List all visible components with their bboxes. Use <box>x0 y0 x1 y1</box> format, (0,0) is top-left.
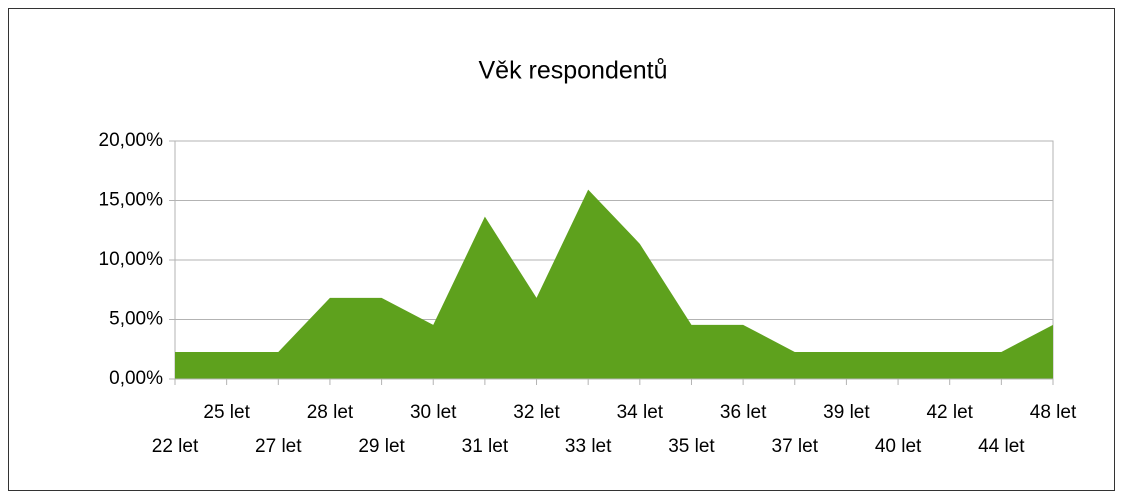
x-tick-label: 33 let <box>565 436 612 457</box>
x-tick-label: 36 let <box>720 402 767 423</box>
x-tick-label: 30 let <box>410 402 457 423</box>
chart-title: Věk respondentů <box>478 57 667 85</box>
x-tick-label: 40 let <box>875 436 922 457</box>
x-tick-label: 48 let <box>1030 402 1077 423</box>
y-tick-label: 15,00% <box>99 190 164 211</box>
y-tick-label: 10,00% <box>99 249 164 270</box>
x-tick-label: 22 let <box>152 436 199 457</box>
x-tick-label: 25 let <box>203 402 250 423</box>
x-tick-label: 35 let <box>668 436 715 457</box>
x-tick-label: 42 let <box>926 402 973 423</box>
x-tick-label: 27 let <box>255 436 302 457</box>
y-tick-label: 0,00% <box>109 368 163 389</box>
x-tick-label: 44 let <box>978 436 1025 457</box>
y-tick-label: 5,00% <box>109 309 163 330</box>
x-tick-label: 32 let <box>513 402 560 423</box>
x-tick-label: 37 let <box>772 436 819 457</box>
y-tick-label: 20,00% <box>99 130 164 151</box>
x-tick-label: 39 let <box>823 402 870 423</box>
x-tick-label: 28 let <box>307 402 354 423</box>
x-tick-label: 34 let <box>617 402 664 423</box>
x-tick-label: 29 let <box>358 436 405 457</box>
area <box>175 189 1053 379</box>
x-tick-label: 31 let <box>462 436 509 457</box>
